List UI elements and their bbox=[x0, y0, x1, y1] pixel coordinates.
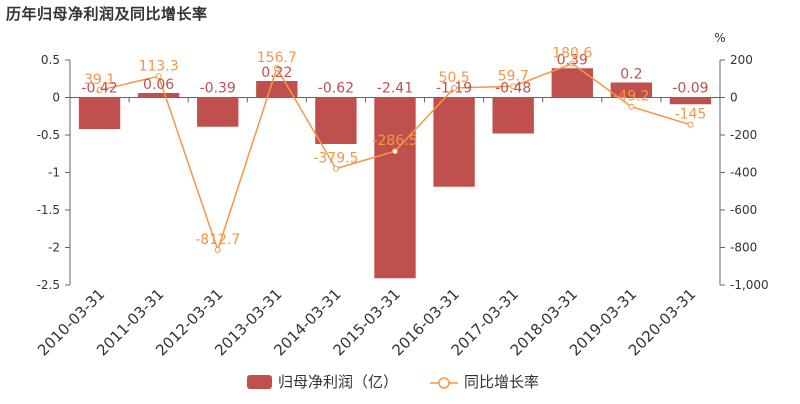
bar bbox=[433, 97, 475, 187]
bar bbox=[256, 81, 298, 98]
y-right-tick-label: 200 bbox=[730, 53, 753, 67]
growth-rate-point bbox=[332, 165, 339, 172]
bar-data-label: -0.42 bbox=[81, 81, 117, 97]
growth-rate-data-label: 50.5 bbox=[439, 70, 470, 86]
bar-data-label: -1.19 bbox=[436, 81, 472, 97]
bar-data-label: 0.22 bbox=[261, 65, 292, 81]
growth-rate-data-label: 180.6 bbox=[552, 46, 592, 62]
y-left-tick-label: -0.5 bbox=[37, 128, 60, 142]
growth-rate-data-label: 59.7 bbox=[498, 68, 529, 84]
growth-rate-data-label: -145 bbox=[675, 107, 707, 123]
growth-rate-data-label: 113.3 bbox=[139, 58, 179, 74]
growth-rate-data-label: 156.7 bbox=[257, 50, 297, 66]
growth-rate-point bbox=[155, 73, 162, 80]
bar-data-label: -0.62 bbox=[318, 81, 354, 97]
y-left-tick-label: -2 bbox=[48, 241, 60, 255]
growth-rate-data-label: -286.5 bbox=[372, 133, 417, 149]
bar bbox=[197, 97, 239, 127]
chart-title: 历年归母净利润及同比增长率 bbox=[6, 5, 208, 23]
y-left-tick-label: 0 bbox=[52, 91, 60, 105]
y-right-tick-label: -200 bbox=[730, 128, 757, 142]
growth-rate-point bbox=[628, 103, 635, 110]
legend-bar-swatch bbox=[247, 375, 272, 389]
growth-rate-point bbox=[451, 85, 458, 92]
y-right-tick-label: -800 bbox=[730, 241, 757, 255]
y-left-tick-label: -1 bbox=[48, 166, 60, 180]
bar bbox=[315, 97, 357, 144]
bar-data-label: -0.48 bbox=[495, 81, 531, 97]
growth-rate-point bbox=[687, 121, 694, 128]
growth-rate-data-label: -379.5 bbox=[313, 151, 358, 167]
growth-rate-point bbox=[392, 148, 398, 155]
bar bbox=[137, 93, 180, 98]
y-right-unit-label: % bbox=[714, 31, 725, 45]
bar bbox=[492, 97, 534, 134]
bar-data-label: -2.41 bbox=[377, 81, 413, 97]
growth-rate-data-label: -812.7 bbox=[195, 232, 240, 248]
bar bbox=[669, 97, 712, 105]
y-left-tick-label: -2.5 bbox=[37, 278, 60, 292]
growth-rate-point bbox=[273, 65, 280, 72]
growth-rate-point bbox=[214, 246, 221, 253]
bar bbox=[374, 97, 416, 279]
bar-data-label: -0.39 bbox=[200, 81, 236, 97]
y-right-tick-label: -600 bbox=[730, 203, 757, 217]
legend-bar-label: 归母净利润（亿） bbox=[278, 373, 398, 391]
bar bbox=[78, 97, 121, 129]
legend-line-label: 同比增长率 bbox=[464, 373, 539, 391]
growth-rate-point bbox=[569, 60, 576, 67]
bar-data-label: 0.06 bbox=[143, 77, 174, 93]
growth-rate-data-label: -49.2 bbox=[613, 89, 649, 105]
legend-line-marker-icon bbox=[438, 377, 450, 389]
bar-data-label: -0.09 bbox=[672, 81, 708, 97]
growth-rate-point bbox=[96, 87, 103, 94]
y-right-tick-label: 0 bbox=[730, 91, 738, 105]
y-left-tick-label: -1.5 bbox=[37, 203, 60, 217]
bar bbox=[610, 82, 653, 98]
growth-rate-data-label: 39.1 bbox=[84, 72, 115, 88]
bar bbox=[551, 68, 593, 98]
bar-data-label: 0.2 bbox=[620, 67, 642, 83]
y-right-tick-label: -1,000 bbox=[730, 278, 769, 292]
y-right-tick-label: -400 bbox=[730, 166, 757, 180]
bar-data-label: 0.39 bbox=[557, 52, 588, 68]
y-left-tick-label: 0.5 bbox=[41, 53, 60, 67]
growth-rate-point bbox=[510, 83, 517, 90]
